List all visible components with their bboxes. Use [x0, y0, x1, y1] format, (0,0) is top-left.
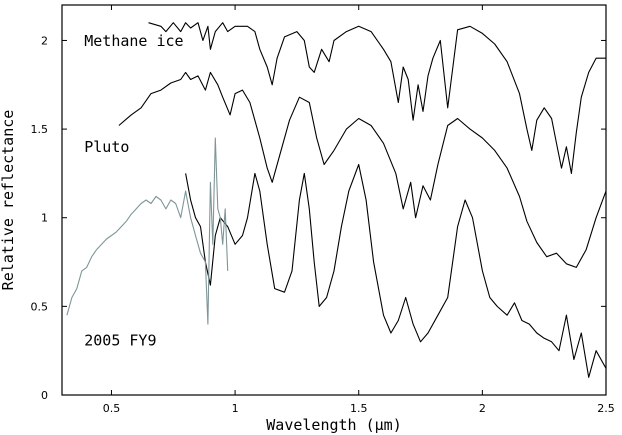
- series-annotation: Methane ice: [84, 32, 183, 50]
- series-annotation: 2005 FY9: [84, 331, 156, 349]
- series-line: [185, 163, 607, 378]
- series-annotation: Pluto: [84, 138, 129, 156]
- x-tick-label: 1: [232, 402, 239, 415]
- series-line: [148, 22, 606, 174]
- series-line: [66, 137, 229, 325]
- y-tick-label: 0: [41, 389, 48, 402]
- y-axis: 0 0.5 1 1.5 2: [31, 34, 606, 402]
- x-axis: 0.5 1 1.5 2 2.5: [103, 5, 615, 415]
- x-tick-label: 2.5: [597, 402, 615, 415]
- x-axis-title: Wavelength (μm): [266, 416, 401, 434]
- y-axis-title: Relative reflectance: [0, 110, 17, 291]
- x-tick-label: 2: [479, 402, 486, 415]
- y-tick-label: 1.5: [31, 123, 49, 136]
- series-layer: [66, 22, 607, 378]
- plot-frame: [61, 4, 607, 396]
- y-tick-label: 1: [41, 212, 48, 225]
- x-tick-label: 0.5: [103, 402, 121, 415]
- y-tick-label: 0.5: [31, 300, 49, 313]
- series-line: [118, 71, 607, 268]
- annotations: Methane ice Pluto 2005 FY9: [84, 32, 183, 350]
- y-tick-label: 2: [41, 34, 48, 47]
- x-tick-label: 1.5: [350, 402, 368, 415]
